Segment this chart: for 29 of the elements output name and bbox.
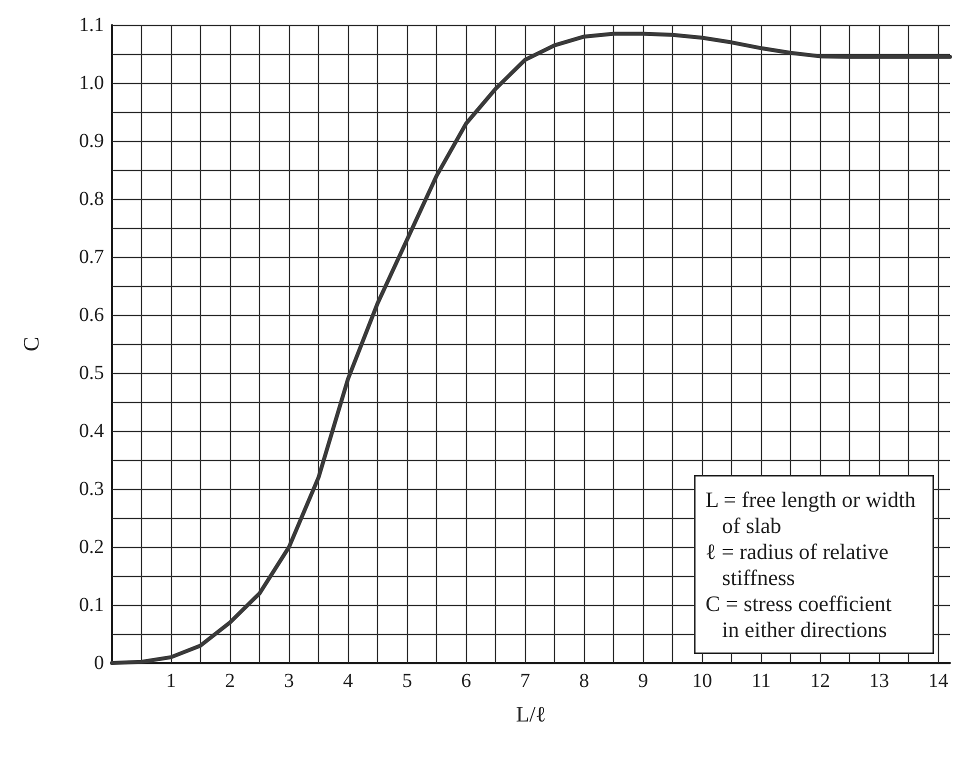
y-tick-label: 0.3 <box>79 478 104 500</box>
x-tick-label: 7 <box>520 670 530 692</box>
y-axis-title: C <box>18 336 44 352</box>
x-tick-label: 10 <box>692 670 712 692</box>
x-tick-label: 8 <box>579 670 590 692</box>
x-tick-label: 4 <box>343 670 354 692</box>
x-tick-label: 2 <box>225 670 236 692</box>
y-tick-label: 0.4 <box>79 420 104 442</box>
y-tick-label: 0.5 <box>79 362 104 384</box>
x-axis-title: L/ℓ <box>516 702 546 726</box>
x-tick-label: 6 <box>461 670 472 692</box>
y-tick-label: 0.1 <box>79 594 104 616</box>
y-tick-label: 0.7 <box>79 246 104 268</box>
annotation: L = free length or width of slab ℓ = radius of relative stiffness C = stress coefficient in either directions <box>706 487 916 642</box>
x-tick-label: 14 <box>928 670 948 692</box>
x-tick-label: 9 <box>638 670 648 692</box>
x-tick-label: 3 <box>284 670 294 692</box>
y-tick-label: 1.1 <box>79 14 104 36</box>
y-tick-label: 0 <box>94 652 104 674</box>
x-tick-label: 13 <box>869 670 890 692</box>
y-tick-label: 0.8 <box>79 188 104 210</box>
x-tick-label: 11 <box>752 670 771 692</box>
y-tick-label: 0.6 <box>79 304 104 326</box>
x-tick-label: 5 <box>402 670 412 692</box>
x-tick-label: 12 <box>810 670 830 692</box>
y-tick-label: 1.0 <box>79 72 104 94</box>
y-tick-label: 0.2 <box>79 536 104 558</box>
y-tick-label: 0.9 <box>79 130 104 152</box>
x-tick-label: 1 <box>166 670 176 692</box>
